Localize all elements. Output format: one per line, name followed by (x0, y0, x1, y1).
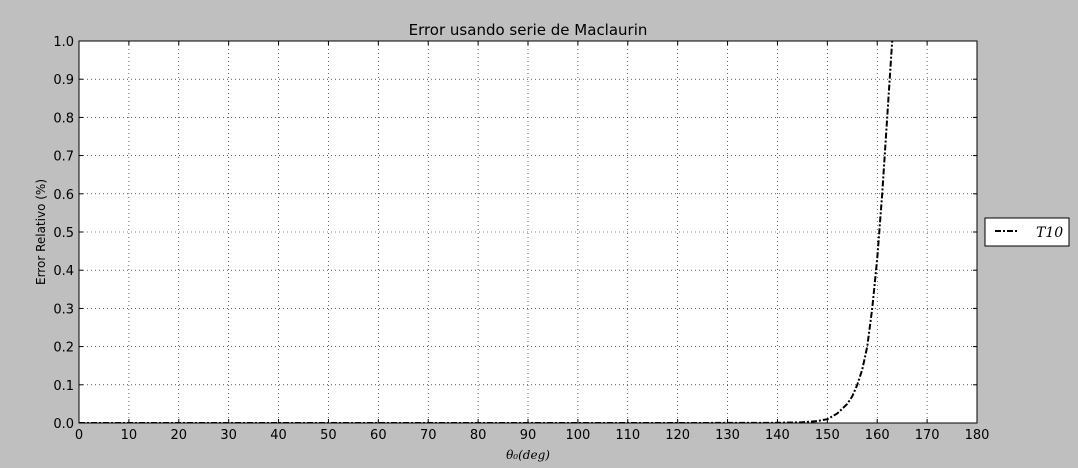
y-tick-label: 0.7 (53, 150, 74, 165)
grid-lines (79, 41, 977, 423)
y-tick-label: 0.5 (53, 226, 74, 241)
x-tick-label: 140 (765, 428, 790, 443)
x-tick-labels: 0 10 20 30 40 50 60 70 80 90 100 110 120 130 140 150 160… (75, 428, 990, 443)
x-tick-label: 130 (715, 428, 740, 443)
x-tick-label: 20 (171, 428, 188, 443)
x-tick-label: 150 (815, 428, 840, 443)
y-tick-label: 1.0 (53, 35, 74, 50)
x-axis-label: θ₀(deg) (506, 448, 550, 462)
x-tick-label: 0 (75, 428, 83, 443)
x-tick-label: 40 (270, 428, 287, 443)
y-axis-label: Error Relativo (%) (34, 179, 48, 285)
legend: T10 (984, 217, 1070, 247)
x-tick-label: 80 (470, 428, 487, 443)
y-tick-label: 0.3 (53, 302, 74, 317)
y-tick-label: 0.2 (53, 341, 74, 356)
y-tick-label: 0.4 (53, 264, 74, 279)
y-tick-labels: 0.0 0.1 0.2 0.3 0.4 0.5 0.6 0.7 0.8 0.9 1.0 (53, 35, 74, 432)
x-tick-label: 120 (665, 428, 690, 443)
x-tick-label: 160 (865, 428, 890, 443)
x-tick-label: 50 (320, 428, 337, 443)
y-tick-label: 0.9 (53, 73, 74, 88)
legend-entry-label: T10 (1036, 225, 1063, 241)
tick-marks (78, 40, 978, 424)
x-tick-label: 70 (420, 428, 437, 443)
chart-title: Error usando serie de Maclaurin (409, 21, 648, 39)
x-tick-label: 180 (965, 428, 990, 443)
y-tick-label: 0.6 (53, 188, 74, 203)
y-tick-label: 0.0 (53, 417, 74, 432)
x-tick-label: 60 (370, 428, 387, 443)
y-tick-label: 0.1 (53, 379, 74, 394)
y-tick-label: 0.8 (53, 111, 74, 126)
x-tick-label: 100 (565, 428, 590, 443)
x-tick-label: 170 (915, 428, 940, 443)
x-tick-label: 90 (520, 428, 537, 443)
x-tick-label: 110 (615, 428, 640, 443)
x-tick-label: 30 (220, 428, 237, 443)
x-tick-label: 10 (121, 428, 138, 443)
